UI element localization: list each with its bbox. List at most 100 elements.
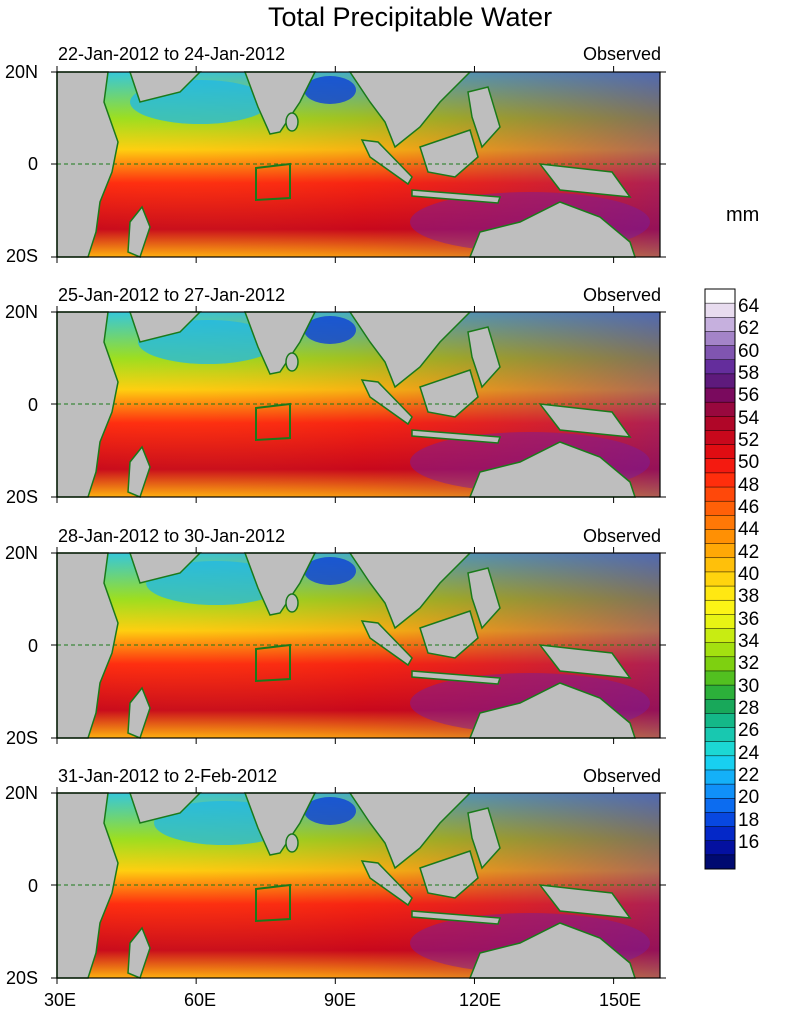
sumatra-land: [360, 379, 413, 426]
philippines-land: [467, 567, 501, 630]
colorbar-swatch: [705, 826, 735, 842]
java-land: [411, 670, 502, 685]
colorbar: [704, 288, 736, 870]
lon-label: 90E: [323, 990, 357, 1010]
colorbar-tick-label: 58: [738, 363, 760, 384]
colorbar-swatch: [705, 713, 735, 729]
lon-label: 120E: [458, 990, 502, 1010]
dry-region: [304, 557, 356, 585]
colorbar-swatch: [705, 487, 735, 502]
colorbar-tick-label: 52: [738, 430, 760, 451]
colorbar-swatch: [705, 501, 735, 516]
panel-3-label: Observed: [582, 526, 661, 546]
philippines-land: [467, 326, 501, 389]
colorbar-tick-label: 24: [738, 743, 760, 764]
sri-lanka-land: [285, 112, 299, 132]
colorbar-tick-label: 56: [738, 385, 760, 406]
colorbar-tick-label: 48: [738, 475, 760, 496]
lat-label-20s: 20S: [5, 728, 38, 748]
borneo-land: [419, 850, 479, 899]
colorbar-swatch: [705, 430, 735, 446]
colorbar-swatch: [705, 685, 735, 700]
lat-label-20n: 20N: [4, 62, 38, 82]
java-land: [411, 189, 502, 204]
new-guinea-land: [538, 644, 632, 679]
colorbar-swatch: [705, 345, 735, 361]
colorbar-swatch: [705, 416, 735, 431]
colorbar-swatch: [705, 699, 735, 714]
colorbar-swatch: [705, 289, 735, 304]
map-panel: [51, 66, 666, 263]
colorbar-swatch: [705, 373, 735, 389]
colorbar-swatch: [705, 557, 735, 573]
panel-2-label: Observed: [582, 285, 661, 305]
australia-land: [468, 922, 637, 979]
colorbar-swatch: [705, 317, 735, 332]
borneo-land: [419, 369, 479, 418]
colorbar-tick-label: 20: [738, 787, 760, 808]
madagascar-land: [127, 205, 151, 259]
panel-1-date: 22-Jan-2012 to 24-Jan-2012: [58, 44, 286, 64]
sumatra-land: [360, 139, 413, 186]
lat-label-20n: 20N: [4, 543, 38, 563]
panel-2-date: 25-Jan-2012 to 27-Jan-2012: [58, 285, 286, 305]
colorbar-swatch: [705, 472, 735, 488]
colorbar-tick-label: 44: [738, 519, 760, 540]
target-box: [255, 162, 291, 202]
sri-lanka-land: [285, 593, 299, 613]
colorbar-tick-label: 28: [738, 698, 760, 719]
colorbar-tick-label: 60: [738, 341, 760, 362]
colorbar-tick-label: 38: [738, 586, 760, 607]
colorbar-tick-label: 30: [738, 676, 760, 697]
new-guinea-land: [538, 884, 632, 919]
borneo-land: [419, 610, 479, 659]
java-land: [411, 910, 502, 925]
chart-title: Total Precipitable Water: [267, 2, 553, 32]
colorbar-tick-label: 36: [738, 609, 760, 630]
colorbar-swatch: [705, 543, 735, 559]
colorbar-swatch: [705, 388, 735, 403]
southeast-asia-land: [348, 552, 472, 630]
borneo-land: [419, 129, 479, 178]
colorbar-swatch: [705, 600, 735, 615]
colorbar-swatch: [705, 586, 735, 601]
dry-region: [304, 316, 356, 344]
colorbar-swatch: [705, 854, 735, 870]
map-panel: [51, 306, 666, 503]
colorbar-tick-label: 64: [738, 296, 760, 317]
target-box: [255, 643, 291, 683]
madagascar-land: [127, 686, 151, 740]
lat-label-0: 0: [27, 154, 38, 174]
colorbar-tick-label: 26: [738, 720, 760, 741]
target-box: [255, 402, 291, 442]
colorbar-swatch: [705, 458, 735, 474]
colorbar-tick-label: 50: [738, 452, 760, 473]
colorbar-swatch: [705, 515, 735, 530]
dry-region: [304, 797, 356, 825]
colorbar-tick-label: 40: [738, 564, 760, 585]
colorbar-swatch: [705, 840, 735, 856]
lat-label-20s: 20S: [5, 487, 38, 507]
panel-3-date: 28-Jan-2012 to 30-Jan-2012: [58, 526, 286, 546]
colorbar-swatch: [705, 444, 735, 460]
lat-label-0: 0: [27, 876, 38, 896]
colorbar-swatch: [705, 331, 735, 347]
madagascar-land: [127, 445, 151, 499]
lat-label-20n: 20N: [4, 302, 38, 322]
colorbar-tick-label: 32: [738, 653, 760, 674]
colorbar-frame: [704, 288, 736, 870]
philippines-land: [467, 86, 501, 149]
colorbar-swatch: [705, 812, 735, 828]
colorbar-tick-label: 16: [738, 832, 760, 853]
colorbar-tick-label: 62: [738, 318, 760, 339]
australia-land: [468, 441, 637, 498]
colorbar-swatch: [705, 755, 735, 771]
colorbar-tick-label: 46: [738, 497, 760, 518]
panel-4-date: 31-Jan-2012 to 2-Feb-2012: [58, 766, 278, 786]
australia-land: [468, 682, 637, 739]
colorbar-swatch: [705, 571, 735, 587]
colorbar-swatch: [705, 656, 735, 672]
new-guinea-land: [538, 403, 632, 438]
lat-label-20s: 20S: [5, 246, 38, 266]
